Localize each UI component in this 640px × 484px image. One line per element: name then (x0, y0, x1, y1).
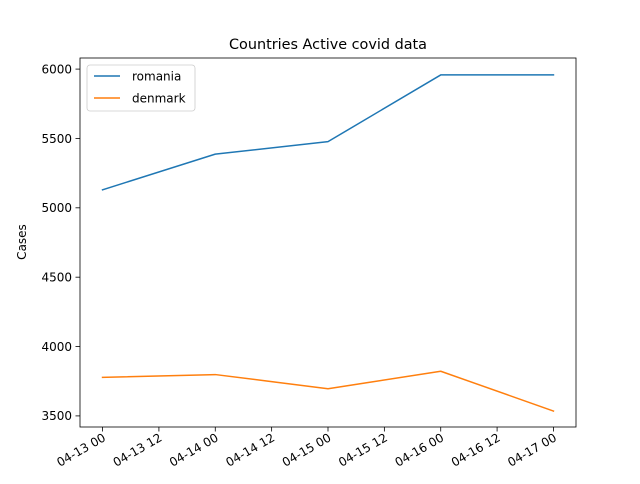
legend-label-romania: romania (132, 70, 181, 84)
y-tick-label: 5000 (41, 201, 72, 215)
legend-label-denmark: denmark (132, 92, 186, 106)
y-tick-label: 6000 (41, 62, 72, 76)
series-line-romania (101, 74, 555, 191)
y-tick-label: 5500 (41, 132, 72, 146)
y-tick-label: 3500 (41, 409, 72, 423)
axes-frame (79, 57, 577, 428)
y-tick-label: 4500 (41, 270, 72, 284)
series-line-denmark (101, 370, 555, 413)
chart-title: Countries Active covid data (229, 37, 427, 53)
y-axis-label: Cases (15, 224, 29, 260)
legend: romania denmark (86, 64, 196, 112)
y-tick-label: 4000 (41, 340, 72, 354)
